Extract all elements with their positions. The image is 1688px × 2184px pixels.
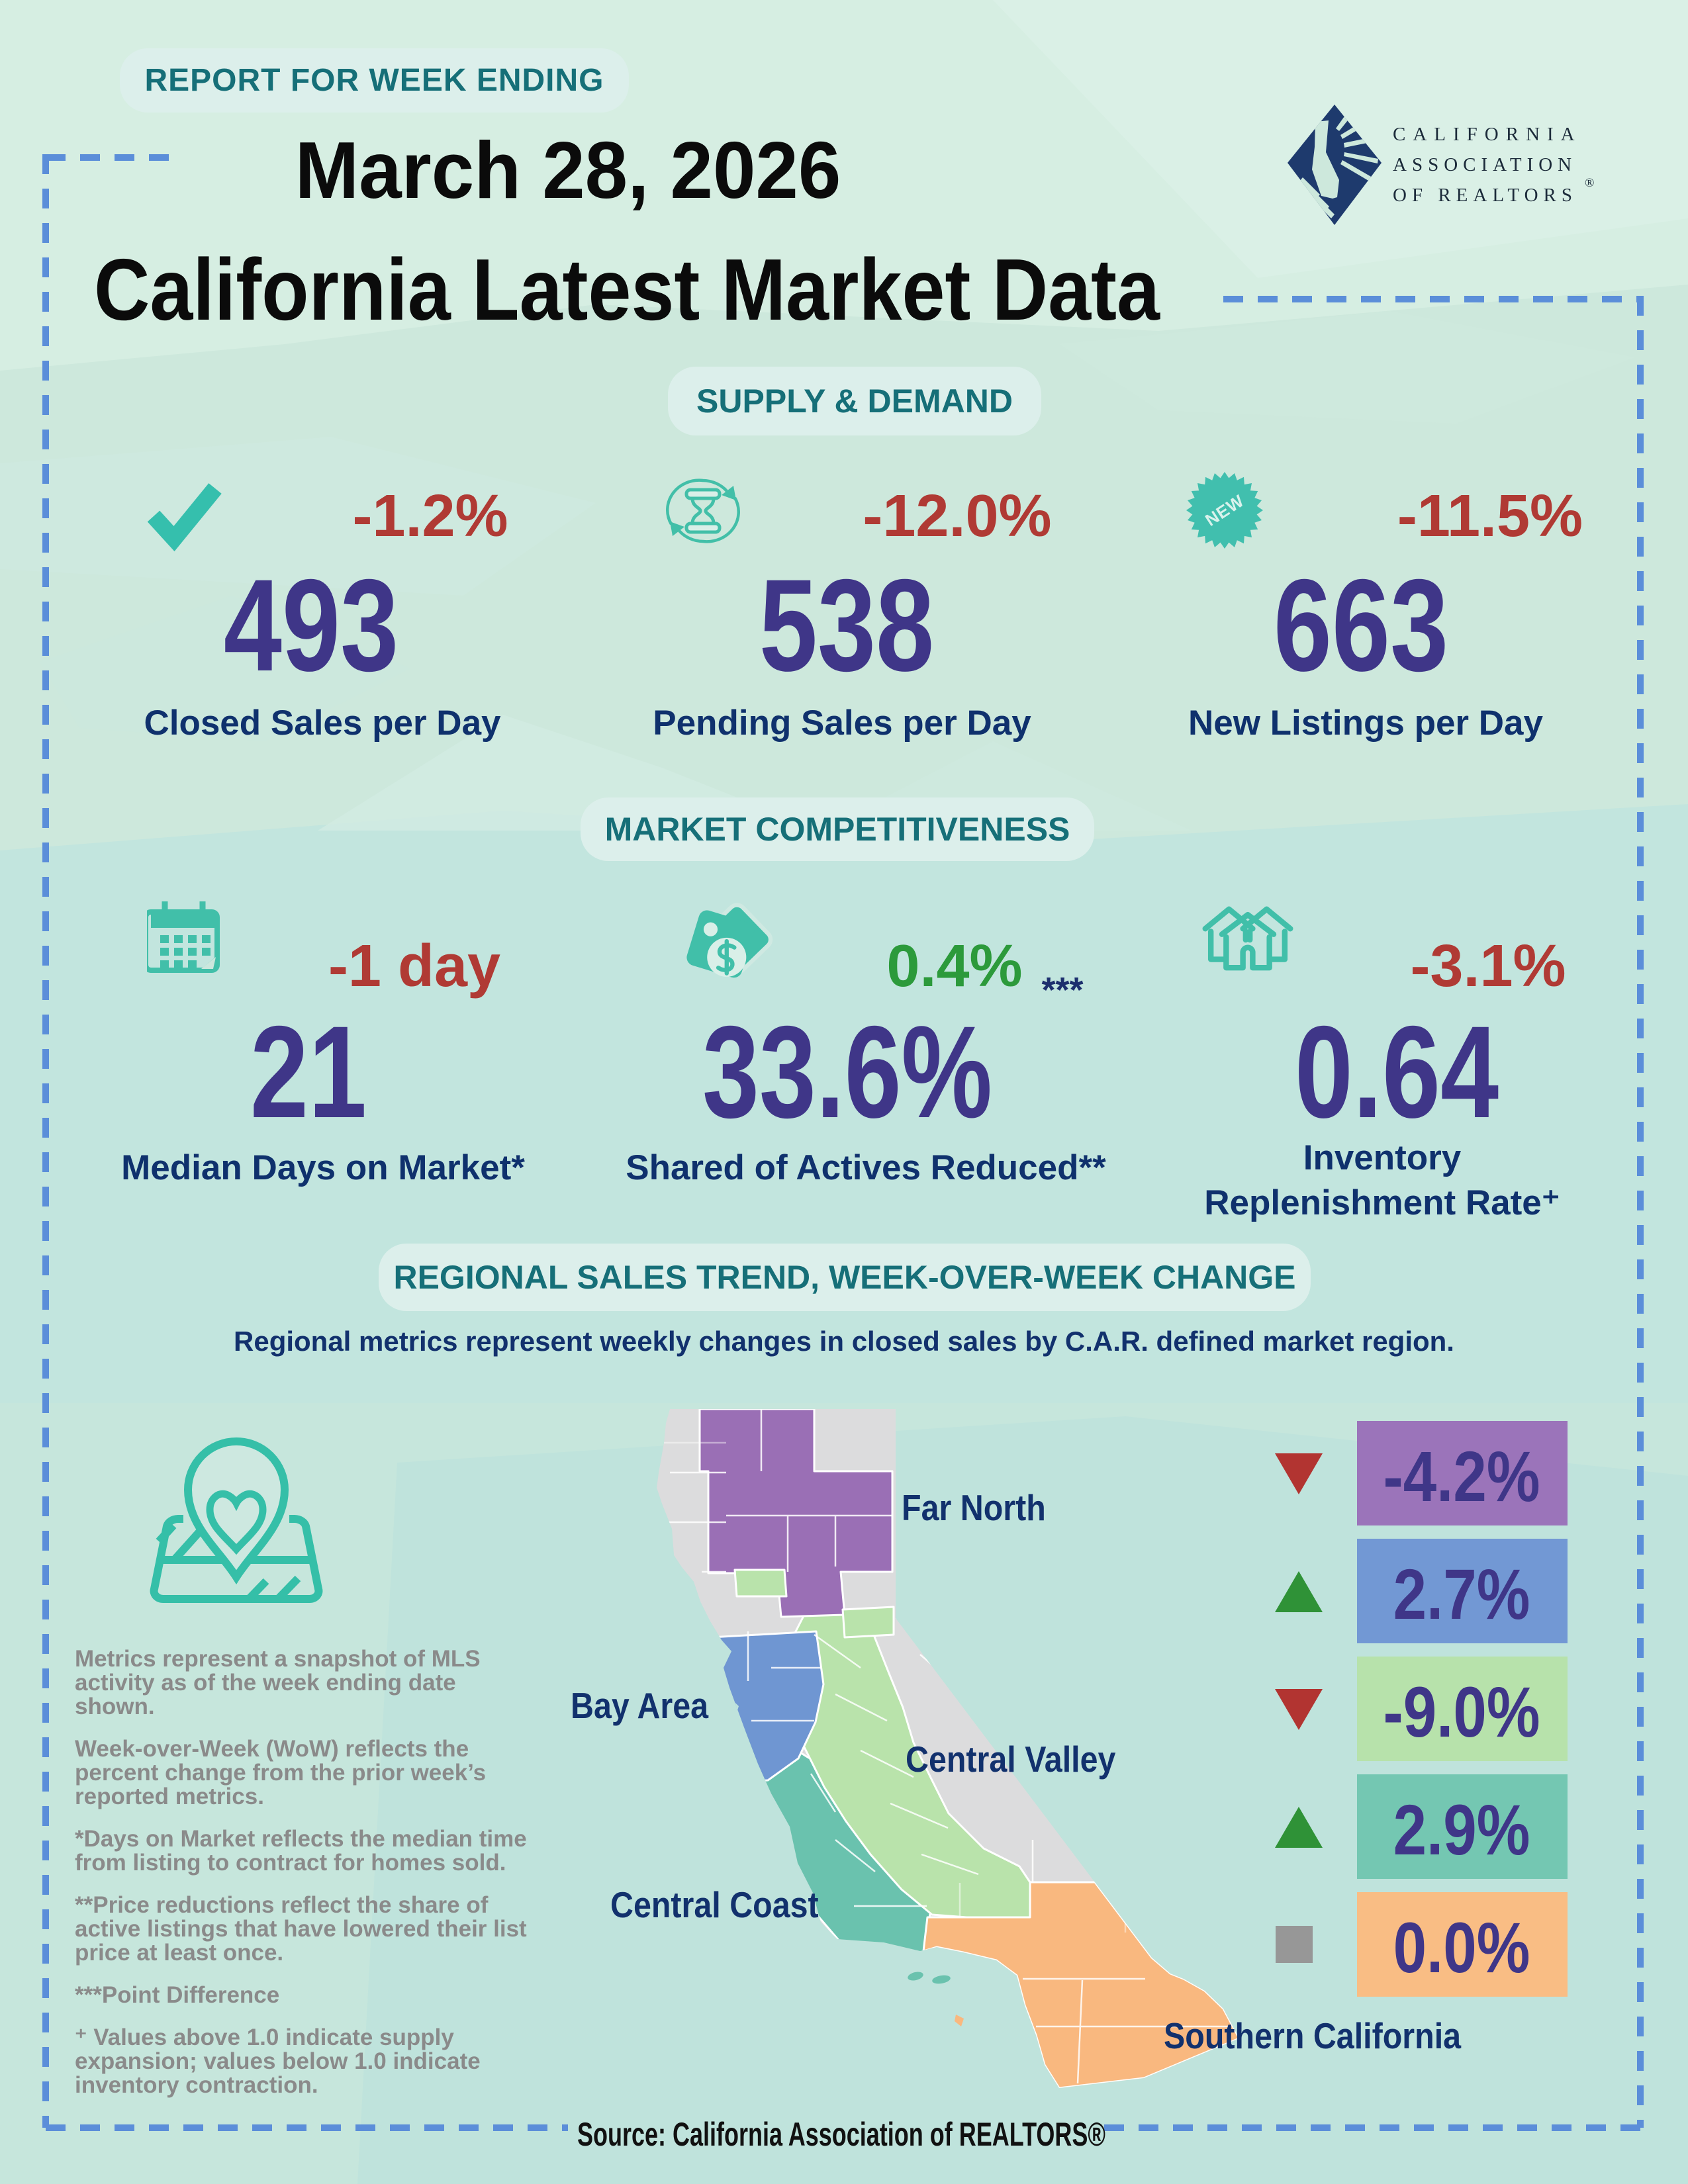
svg-text:ASSOCIATION: ASSOCIATION: [1393, 154, 1577, 175]
svg-text:CALIFORNIA: CALIFORNIA: [1393, 124, 1582, 145]
svg-text:OF REALTORS: OF REALTORS: [1393, 185, 1577, 206]
svg-text:®: ®: [1585, 176, 1594, 190]
